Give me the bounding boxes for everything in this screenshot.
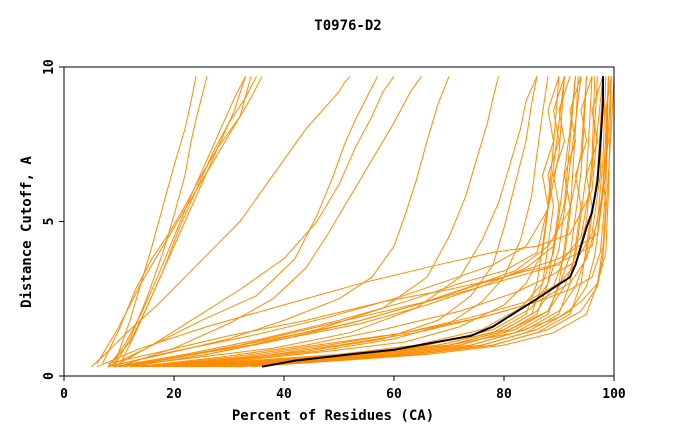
highlight-series-line bbox=[261, 76, 604, 368]
x-tick-label: 60 bbox=[386, 387, 402, 402]
x-tick-label: 0 bbox=[60, 387, 68, 402]
series-line-m40 bbox=[146, 76, 596, 368]
y-tick-label: 5 bbox=[42, 218, 57, 226]
series-line-m8 bbox=[91, 75, 351, 368]
series-line-m43 bbox=[190, 76, 612, 368]
series-line-m36 bbox=[96, 76, 604, 368]
series-line-m39 bbox=[124, 76, 587, 368]
x-tick-label: 80 bbox=[496, 387, 512, 402]
y-axis: 0 5 10 bbox=[42, 59, 64, 380]
series-line-m26 bbox=[201, 76, 571, 368]
series-line-m38 bbox=[113, 76, 560, 368]
series-line-m20 bbox=[184, 76, 579, 368]
y-tick-label: 10 bbox=[42, 59, 57, 75]
series-line-m37 bbox=[140, 76, 607, 368]
x-tick-label: 100 bbox=[602, 387, 626, 402]
y-tick-label: 0 bbox=[42, 372, 57, 380]
series-line-m17 bbox=[151, 76, 565, 368]
x-tick-label: 40 bbox=[276, 387, 292, 402]
series-line-m21 bbox=[195, 76, 587, 368]
series-line-m2 bbox=[107, 76, 246, 368]
series-line-m16 bbox=[140, 76, 549, 368]
series-line-m44 bbox=[107, 76, 565, 368]
series-line-m6 bbox=[113, 76, 197, 367]
series-line-m41 bbox=[157, 76, 609, 368]
series-line-m45 bbox=[129, 76, 576, 368]
series-line-m22 bbox=[206, 76, 593, 368]
series-line-m18 bbox=[162, 76, 576, 368]
series-line-m5 bbox=[96, 76, 263, 364]
series-line-m4 bbox=[107, 76, 257, 368]
series-line-m12 bbox=[107, 76, 450, 368]
series-line-m42 bbox=[135, 76, 604, 368]
x-tick-label: 20 bbox=[166, 387, 182, 402]
highlight-layer bbox=[261, 76, 604, 368]
series-line-m9 bbox=[107, 76, 378, 368]
x-axis-label: Percent of Residues (CA) bbox=[232, 408, 434, 424]
series-line-m34 bbox=[107, 76, 609, 365]
x-axis: 0 20 40 60 80 100 bbox=[60, 376, 626, 402]
series-line-m14 bbox=[118, 76, 538, 368]
series-layer bbox=[91, 75, 615, 368]
series-line-m13 bbox=[113, 76, 499, 368]
series-line-m10 bbox=[113, 76, 395, 368]
chart-title: T0976-D2 bbox=[314, 18, 381, 34]
series-line-m19 bbox=[173, 76, 582, 368]
series-line-m15 bbox=[129, 76, 538, 368]
y-axis-label: Distance Cutoff, A bbox=[19, 156, 35, 308]
series-line-m11 bbox=[118, 76, 422, 368]
series-line-m1 bbox=[113, 76, 208, 367]
